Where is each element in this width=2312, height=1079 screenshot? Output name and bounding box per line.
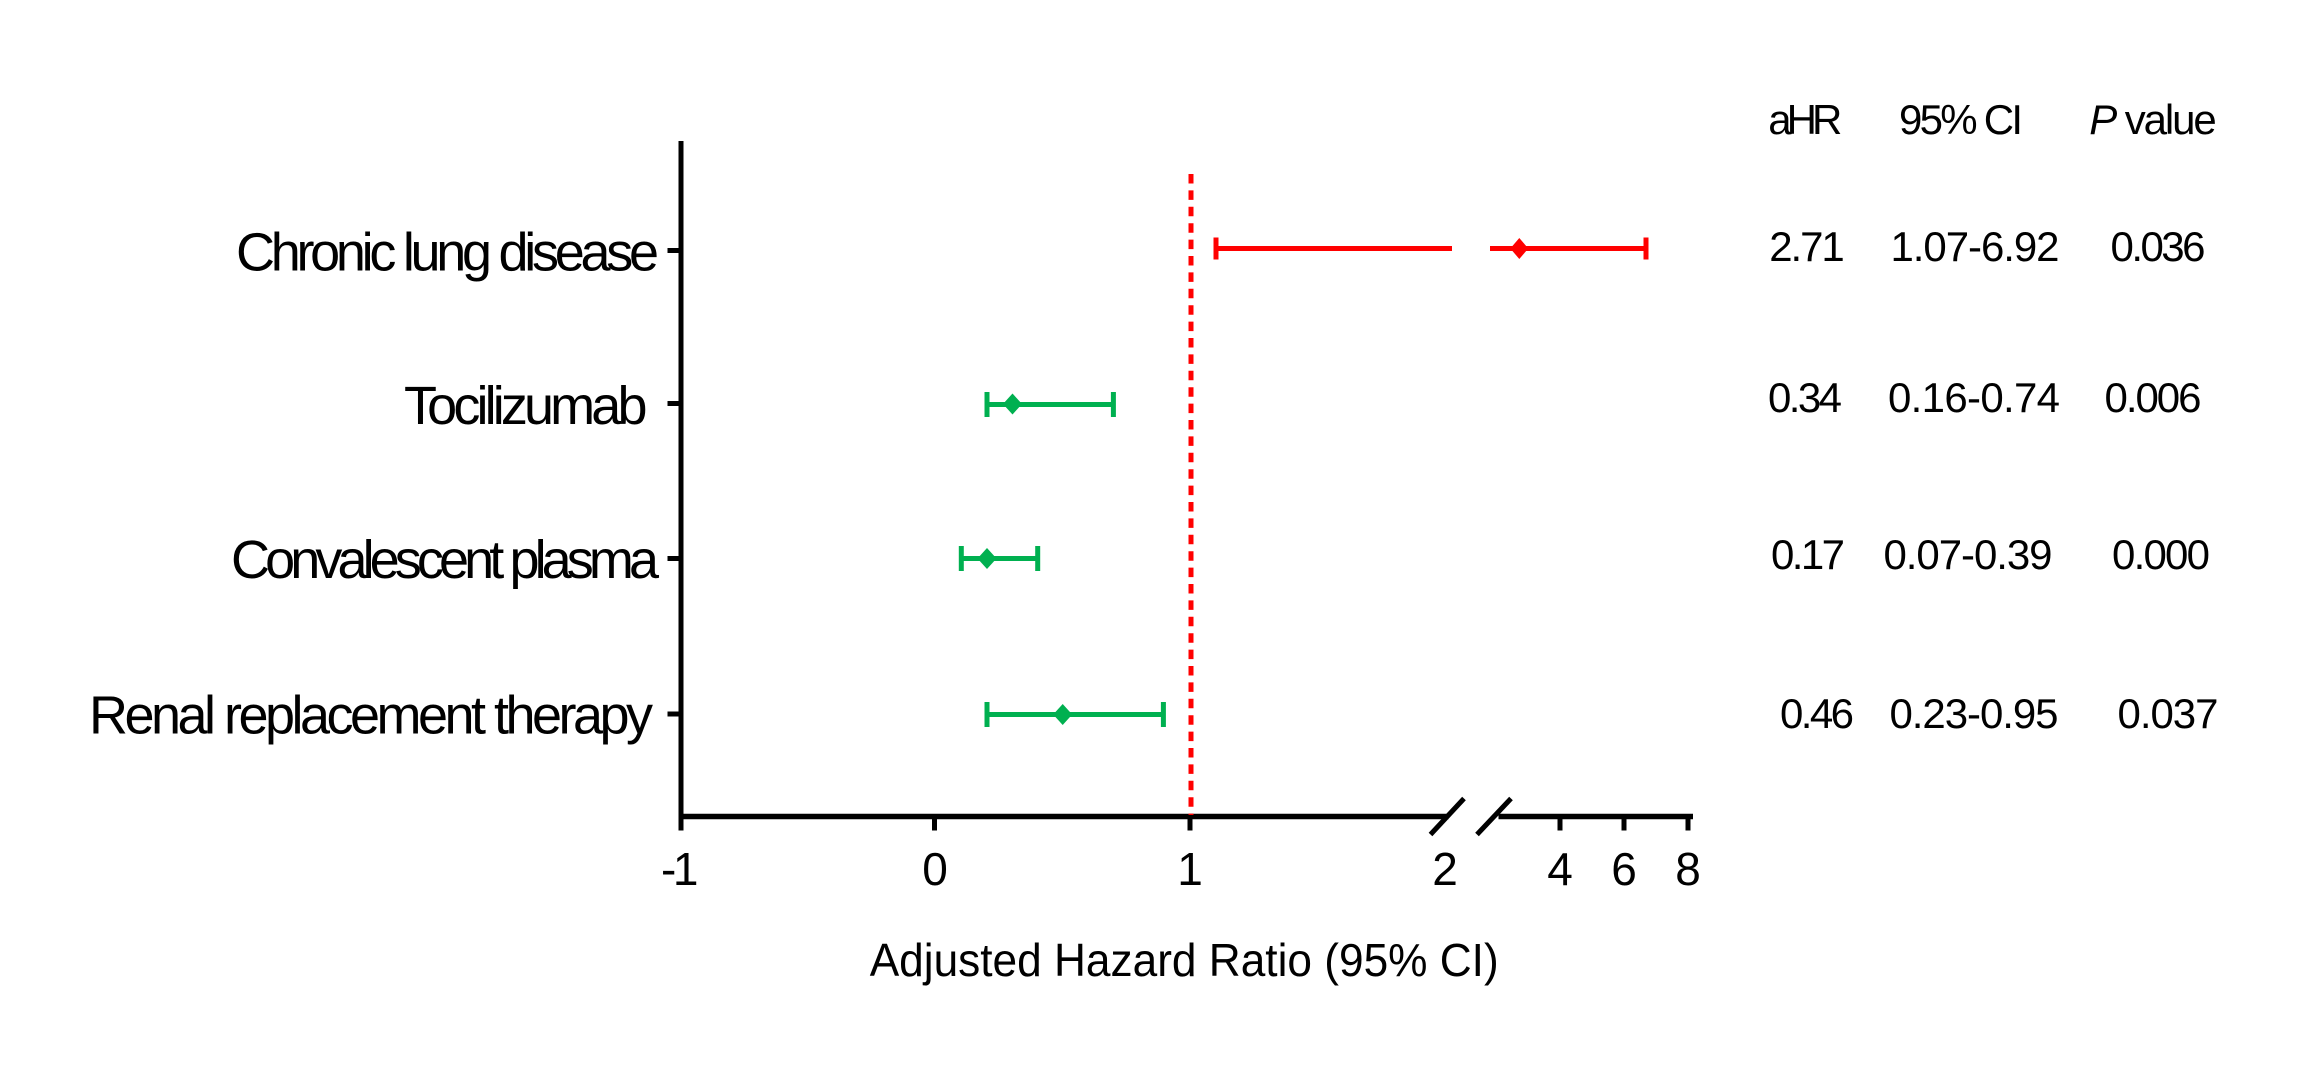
svg-text:0.34: 0.34 [1768, 374, 1842, 421]
svg-text:0: 0 [922, 843, 948, 895]
svg-text:0.07-0.39: 0.07-0.39 [1884, 531, 2053, 578]
svg-text:0.17: 0.17 [1771, 531, 1845, 578]
svg-text:95% CI: 95% CI [1899, 96, 2023, 143]
svg-text:Chronic lung disease: Chronic lung disease [236, 223, 659, 283]
svg-text:-1: -1 [661, 843, 699, 895]
svg-text:8: 8 [1675, 843, 1701, 895]
svg-text:Convalescent plasma: Convalescent plasma [231, 530, 660, 590]
svg-text:0.006: 0.006 [2105, 374, 2202, 421]
svg-text:aHR: aHR [1768, 96, 1842, 143]
svg-text:0.23-0.95: 0.23-0.95 [1890, 690, 2059, 737]
svg-text:2: 2 [1432, 843, 1458, 895]
svg-text:2.71: 2.71 [1769, 223, 1845, 270]
svg-text:Renal replacement therapy: Renal replacement therapy [89, 686, 653, 746]
svg-text:4: 4 [1547, 843, 1573, 895]
svg-text:1.07-6.92: 1.07-6.92 [1891, 223, 2060, 270]
svg-text:0.000: 0.000 [2112, 531, 2210, 578]
svg-text:Tocilizumab: Tocilizumab [404, 376, 648, 436]
svg-text:0.16-0.74: 0.16-0.74 [1888, 374, 2060, 421]
svg-text:Adjusted Hazard Ratio (95% CI): Adjusted Hazard Ratio (95% CI) [870, 934, 1499, 986]
svg-text:6: 6 [1611, 843, 1637, 895]
svg-text:P value: P value [2089, 96, 2217, 143]
svg-text:0.037: 0.037 [2118, 690, 2219, 737]
svg-text:0.46: 0.46 [1780, 690, 1854, 737]
svg-text:1: 1 [1177, 843, 1203, 895]
svg-text:0.036: 0.036 [2111, 223, 2206, 270]
